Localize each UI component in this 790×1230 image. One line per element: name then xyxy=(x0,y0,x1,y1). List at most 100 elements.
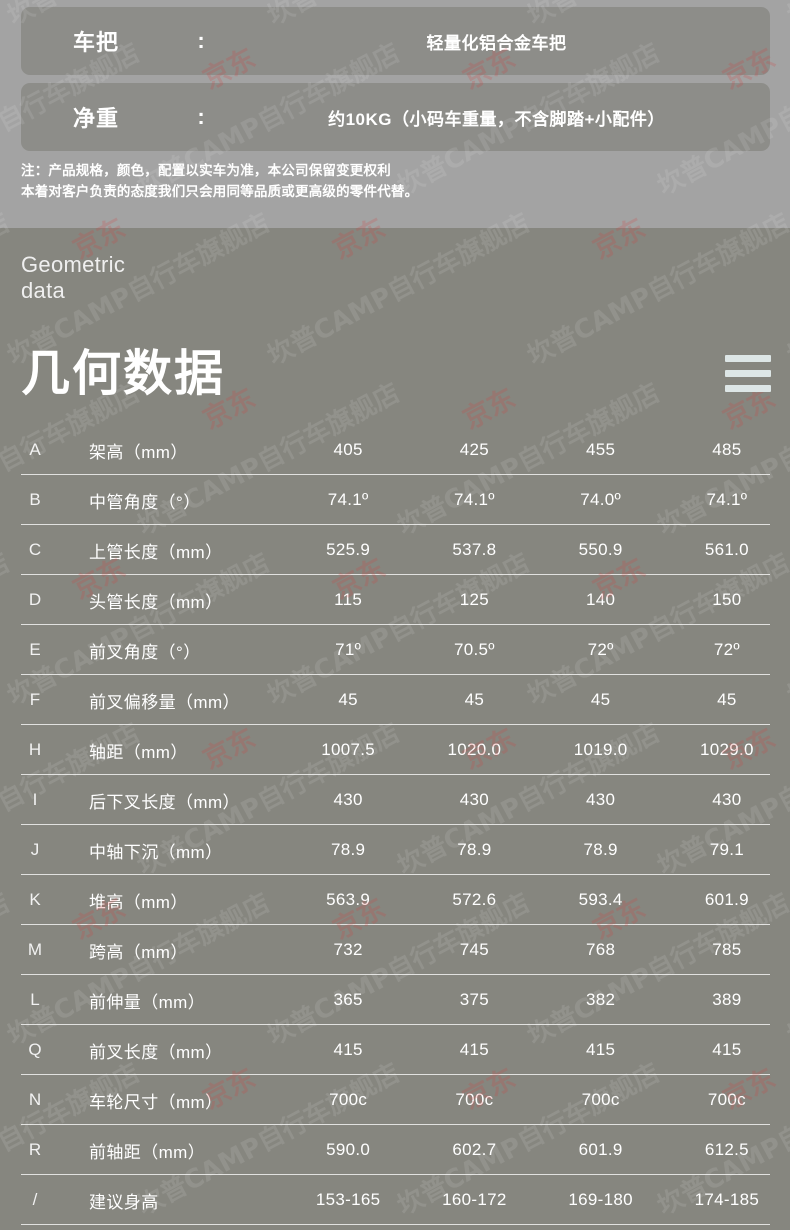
spec-label: 净重 xyxy=(72,106,119,131)
row-label: 堆高（mm） xyxy=(89,892,188,912)
hamburger-bar-2 xyxy=(725,370,771,377)
row-key: / xyxy=(32,1190,38,1209)
row-value: 72º xyxy=(587,640,614,659)
row-key: C xyxy=(28,540,42,559)
row-label: 前伸量（mm） xyxy=(89,992,206,1012)
row-label: 后下叉长度（mm） xyxy=(89,792,240,812)
row-value: 79.1 xyxy=(709,840,745,859)
table-row: D 头管长度（mm） 115 125 140 150 xyxy=(0,575,790,625)
table-row: E 前叉角度（°） 71º 70.5º 72º 72º xyxy=(0,625,790,675)
row-label: 轴距（mm） xyxy=(89,742,188,762)
row-label: 中轴下沉（mm） xyxy=(89,842,223,862)
row-value: 455 xyxy=(585,440,616,459)
row-value: 602.7 xyxy=(452,1140,497,1159)
row-value: 375 xyxy=(459,990,489,1009)
row-key: M xyxy=(27,940,43,959)
table-row: J 中轴下沉（mm） 78.9 78.9 78.9 79.1 xyxy=(0,825,790,875)
table-row: Q 前叉长度（mm） 415 415 415 415 xyxy=(0,1025,790,1075)
table-row: M 跨高（mm） 732 745 768 785 xyxy=(0,925,790,975)
table-row: B 中管角度（°） 74.1º 74.1º 74.0º 74.1º xyxy=(0,475,790,525)
row-key: I xyxy=(32,790,38,809)
table-row: N 车轮尺寸（mm） 700c 700c 700c 700c xyxy=(0,1075,790,1125)
row-key: N xyxy=(28,1090,42,1109)
row-value: 74.0º xyxy=(580,490,622,509)
row-value: 700c xyxy=(329,1090,368,1109)
row-value: 74.1º xyxy=(706,490,748,509)
specification-section: 车把 : 轻量化铝合金车把 净重 : 约10KG（小码车重量，不含脚踏+小配件）… xyxy=(0,0,790,228)
row-value: 125 xyxy=(459,590,489,609)
table-row: R 前轴距（mm） 590.0 602.7 601.9 612.5 xyxy=(0,1125,790,1175)
geometric-title-en-line1: Geometric xyxy=(21,252,126,277)
table-row: H 轴距（mm） 1007.5 1020.0 1019.0 1029.0 xyxy=(0,725,790,775)
row-value: 700c xyxy=(707,1090,746,1109)
row-value: 160-172 xyxy=(442,1190,507,1209)
row-value: 745 xyxy=(459,940,489,959)
row-value: 430 xyxy=(459,790,489,809)
row-key: B xyxy=(29,490,41,509)
row-value: 785 xyxy=(712,940,742,959)
row-value: 550.9 xyxy=(578,540,623,559)
hamburger-bar-3 xyxy=(725,385,771,392)
row-value: 485 xyxy=(712,440,742,459)
row-label: 上管长度（mm） xyxy=(89,542,223,562)
row-value: 70.5º xyxy=(453,640,495,659)
row-value: 612.5 xyxy=(704,1140,749,1159)
spec-colon: : xyxy=(197,28,205,53)
row-value: 590.0 xyxy=(326,1140,371,1159)
row-value: 1020.0 xyxy=(447,740,502,759)
row-value: 430 xyxy=(585,790,616,809)
row-key: F xyxy=(29,690,41,709)
row-value: 78.9 xyxy=(330,840,366,859)
row-value: 1019.0 xyxy=(573,740,628,759)
row-label: 跨高（mm） xyxy=(89,942,188,962)
row-value: 415 xyxy=(459,1040,489,1059)
row-value: 72º xyxy=(713,640,740,659)
disclaimer-line-1: 注：产品规格，颜色，配置以实车为准，本公司保留变更权利 xyxy=(21,163,391,178)
row-label: 前叉长度（mm） xyxy=(89,1042,223,1062)
row-value: 415 xyxy=(333,1040,363,1059)
row-value: 71º xyxy=(335,640,362,659)
row-value: 45 xyxy=(464,690,485,709)
row-value: 389 xyxy=(712,990,742,1009)
row-value: 45 xyxy=(338,690,358,709)
spec-label: 车把 xyxy=(72,30,119,55)
row-key: J xyxy=(30,840,40,859)
disclaimer-note: 注：产品规格，颜色，配置以实车为准，本公司保留变更权利 本着对客户负责的态度我们… xyxy=(21,160,721,202)
row-value: 174-185 xyxy=(694,1190,760,1209)
row-value: 415 xyxy=(585,1040,616,1059)
row-value: 1029.0 xyxy=(699,740,754,759)
row-value: 601.9 xyxy=(578,1140,623,1159)
row-value: 525.9 xyxy=(326,540,371,559)
row-label: 头管长度（mm） xyxy=(89,592,223,612)
row-value: 1007.5 xyxy=(321,740,376,759)
row-value: 425 xyxy=(459,440,489,459)
row-label: 中管角度（°） xyxy=(89,492,201,512)
table-row: L 前伸量（mm） 365 375 382 389 xyxy=(0,975,790,1025)
row-label: 建议身高 xyxy=(89,1192,159,1212)
row-value: 563.9 xyxy=(326,890,371,909)
row-key: D xyxy=(28,590,42,609)
row-key: R xyxy=(28,1140,42,1159)
row-value: 700c xyxy=(581,1090,620,1109)
disclaimer-line-2: 本着对客户负责的态度我们只会用同等品质或更高级的零件代替。 xyxy=(21,184,419,199)
row-value: 115 xyxy=(334,590,363,609)
row-key: K xyxy=(29,890,41,909)
row-value: 78.9 xyxy=(583,840,618,859)
row-value: 768 xyxy=(585,940,616,959)
spec-row-handlebar: 车把 : 轻量化铝合金车把 xyxy=(21,7,770,75)
spec-colon: : xyxy=(197,104,205,129)
row-value: 169-180 xyxy=(568,1190,633,1209)
geometry-table: A 架高（mm） 405 425 455 485 B 中管角度（°） 74.1º 74.1º 74.… xyxy=(0,425,790,1225)
row-value: 78.9 xyxy=(457,840,492,859)
table-row: C 上管长度（mm） 525.9 537.8 550.9 561.0 xyxy=(0,525,790,575)
row-value: 74.1º xyxy=(453,490,495,509)
row-value: 405 xyxy=(333,440,363,459)
hamburger-menu-icon[interactable] xyxy=(725,355,771,392)
row-value: 561.0 xyxy=(704,540,749,559)
table-row: A 架高（mm） 405 425 455 485 xyxy=(0,425,790,475)
geometric-header: Geometric data 几何数据 xyxy=(0,228,790,425)
row-key: L xyxy=(30,990,40,1009)
spec-row-net-weight: 净重 : 约10KG（小码车重量，不含脚踏+小配件） xyxy=(21,83,770,151)
row-label: 前叉偏移量（mm） xyxy=(89,692,240,712)
table-row: / 建议身高 153-165 160-172 169-180 174-185 xyxy=(0,1175,790,1225)
